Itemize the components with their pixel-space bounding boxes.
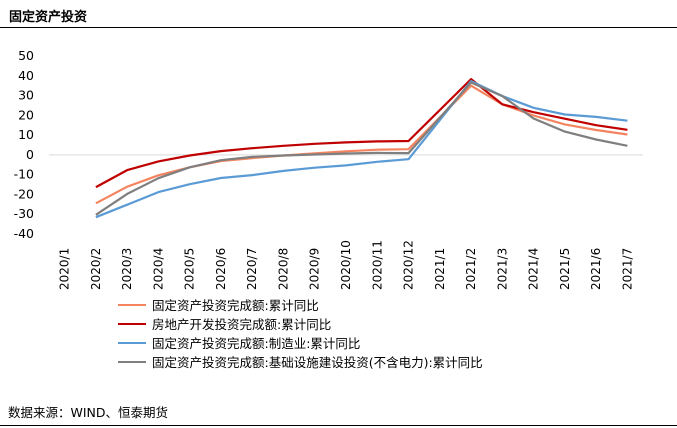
y-tick-label: -10 <box>14 167 34 182</box>
legend-item: 房地产开发投资完成额:累计同比 <box>118 314 483 333</box>
legend-label: 固定资产投资完成额:制造业:累计同比 <box>152 336 361 351</box>
series-line-2 <box>95 78 628 189</box>
x-tick-label: 2020/8 <box>276 248 290 290</box>
x-tick-label: 2020/2 <box>89 248 103 290</box>
series-line-1 <box>95 84 628 205</box>
y-tick-label: -40 <box>14 226 34 241</box>
x-tick-label: 2020/1 <box>58 248 72 290</box>
x-tick-label: 2020/4 <box>151 248 165 290</box>
y-tick-label: 40 <box>18 68 34 83</box>
series-line-4 <box>95 81 628 216</box>
legend-item: 固定资产投资完成额:基础设施建设投资(不含电力):累计同比 <box>118 352 483 371</box>
x-tick-label: 2021/7 <box>620 248 634 290</box>
legend-item: 固定资产投资完成额:制造业:累计同比 <box>118 333 483 352</box>
page-title: 固定资产投资 <box>9 10 88 25</box>
x-tick-label: 2020/10 <box>339 240 353 290</box>
legend-swatch <box>118 360 146 363</box>
y-tick-label: 20 <box>18 107 34 122</box>
x-tick-label: 2020/11 <box>370 240 384 290</box>
legend-swatch <box>118 322 146 325</box>
y-tick-label: 30 <box>18 88 34 103</box>
x-tick-label: 2021/5 <box>558 248 572 290</box>
y-tick-label: -20 <box>14 186 34 201</box>
x-tick-label: 2021/4 <box>527 248 541 290</box>
legend-swatch <box>118 341 146 344</box>
source-note: 数据来源：WIND、恒泰期货 <box>8 405 169 420</box>
legend-swatch <box>118 303 146 306</box>
legend-label: 固定资产投资完成额:基础设施建设投资(不含电力):累计同比 <box>152 355 483 370</box>
x-tick-label: 2020/7 <box>245 248 259 290</box>
x-tick-label: 2020/12 <box>402 240 416 290</box>
top-divider <box>0 27 677 28</box>
legend-label: 房地产开发投资完成额:累计同比 <box>152 317 332 332</box>
x-tick-label: 2021/2 <box>464 248 478 290</box>
x-tick-label: 2020/6 <box>214 248 228 290</box>
legend-label: 固定资产投资完成额:累计同比 <box>152 298 319 313</box>
y-tick-label: -30 <box>14 206 34 221</box>
y-tick-label: 10 <box>18 127 34 142</box>
legend-item: 固定资产投资完成额:累计同比 <box>118 295 483 314</box>
bottom-divider <box>0 425 677 426</box>
y-tick-label: 0 <box>26 147 34 162</box>
line-chart: 50 40 30 20 10 0 -10 -20 -30 -40 2020/1 2020/2 2020… <box>14 48 643 290</box>
x-tick-label: 2020/9 <box>308 248 322 290</box>
x-tick-label: 2021/6 <box>589 248 603 290</box>
chart-legend: 固定资产投资完成额:累计同比 房地产开发投资完成额:累计同比固定资产投资完成额:制… <box>118 295 483 371</box>
x-tick-label: 2021/1 <box>433 248 447 290</box>
x-tick-label: 2020/5 <box>183 248 197 290</box>
series-line-3 <box>95 80 628 219</box>
y-tick-label: 50 <box>18 48 34 63</box>
x-tick-label: 2021/3 <box>495 248 509 290</box>
x-tick-label: 2020/3 <box>120 248 134 290</box>
